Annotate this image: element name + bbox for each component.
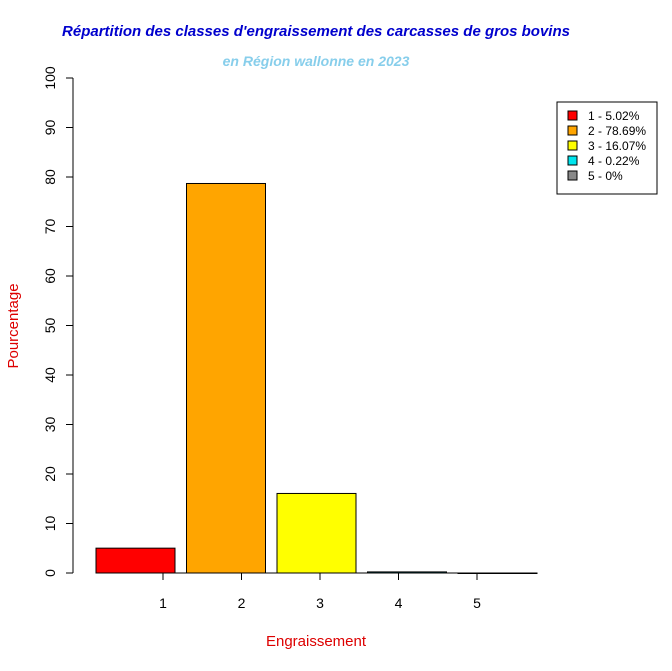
y-tick-label: 30: [42, 417, 58, 433]
y-tick-label: 70: [42, 219, 58, 235]
bar: [186, 182, 266, 574]
x-axis: 1 2 3 4 5: [136, 572, 537, 611]
legend-label: 5 - 0%: [588, 169, 623, 183]
bar: [95, 547, 176, 574]
x-tick-label: 4: [395, 595, 403, 611]
y-tick-label: 20: [42, 466, 58, 482]
y-tick-label: 10: [42, 516, 58, 532]
chart-title: Répartition des classes d'engraissement …: [62, 23, 570, 40]
legend-swatch: [567, 170, 578, 181]
legend-label: 4 - 0.22%: [588, 154, 640, 168]
y-tick-label: 100: [42, 66, 58, 90]
y-tick-label: 50: [42, 318, 58, 334]
x-tick-label: 1: [159, 595, 167, 611]
legend-label: 2 - 78.69%: [588, 124, 646, 138]
y-axis-label: Pourcentage: [5, 283, 22, 368]
chart-subtitle: en Région wallonne en 2023: [223, 53, 410, 69]
legend-label: 3 - 16.07%: [588, 139, 646, 153]
x-tick-label: 5: [473, 595, 481, 611]
legend: 1 - 5.02%2 - 78.69%3 - 16.07%4 - 0.22%5 …: [556, 101, 658, 195]
legend-swatch: [567, 140, 578, 151]
x-tick-label: 3: [316, 595, 324, 611]
y-tick-label: 80: [42, 169, 58, 185]
x-tick-label: 2: [238, 595, 246, 611]
y-axis: 0 10 20 30 40 50 60 70 80 90 100: [42, 66, 74, 577]
legend-swatch: [567, 110, 578, 121]
legend-swatch: [567, 155, 578, 166]
y-tick-label: 60: [42, 268, 58, 284]
x-axis-label: Engraissement: [266, 633, 367, 650]
y-tick-label: 0: [42, 569, 58, 577]
legend-label: 1 - 5.02%: [588, 109, 640, 123]
bars: [95, 182, 538, 574]
bar: [276, 492, 357, 574]
y-tick-label: 90: [42, 120, 58, 136]
y-tick-label: 40: [42, 367, 58, 383]
legend-swatch: [567, 125, 578, 136]
